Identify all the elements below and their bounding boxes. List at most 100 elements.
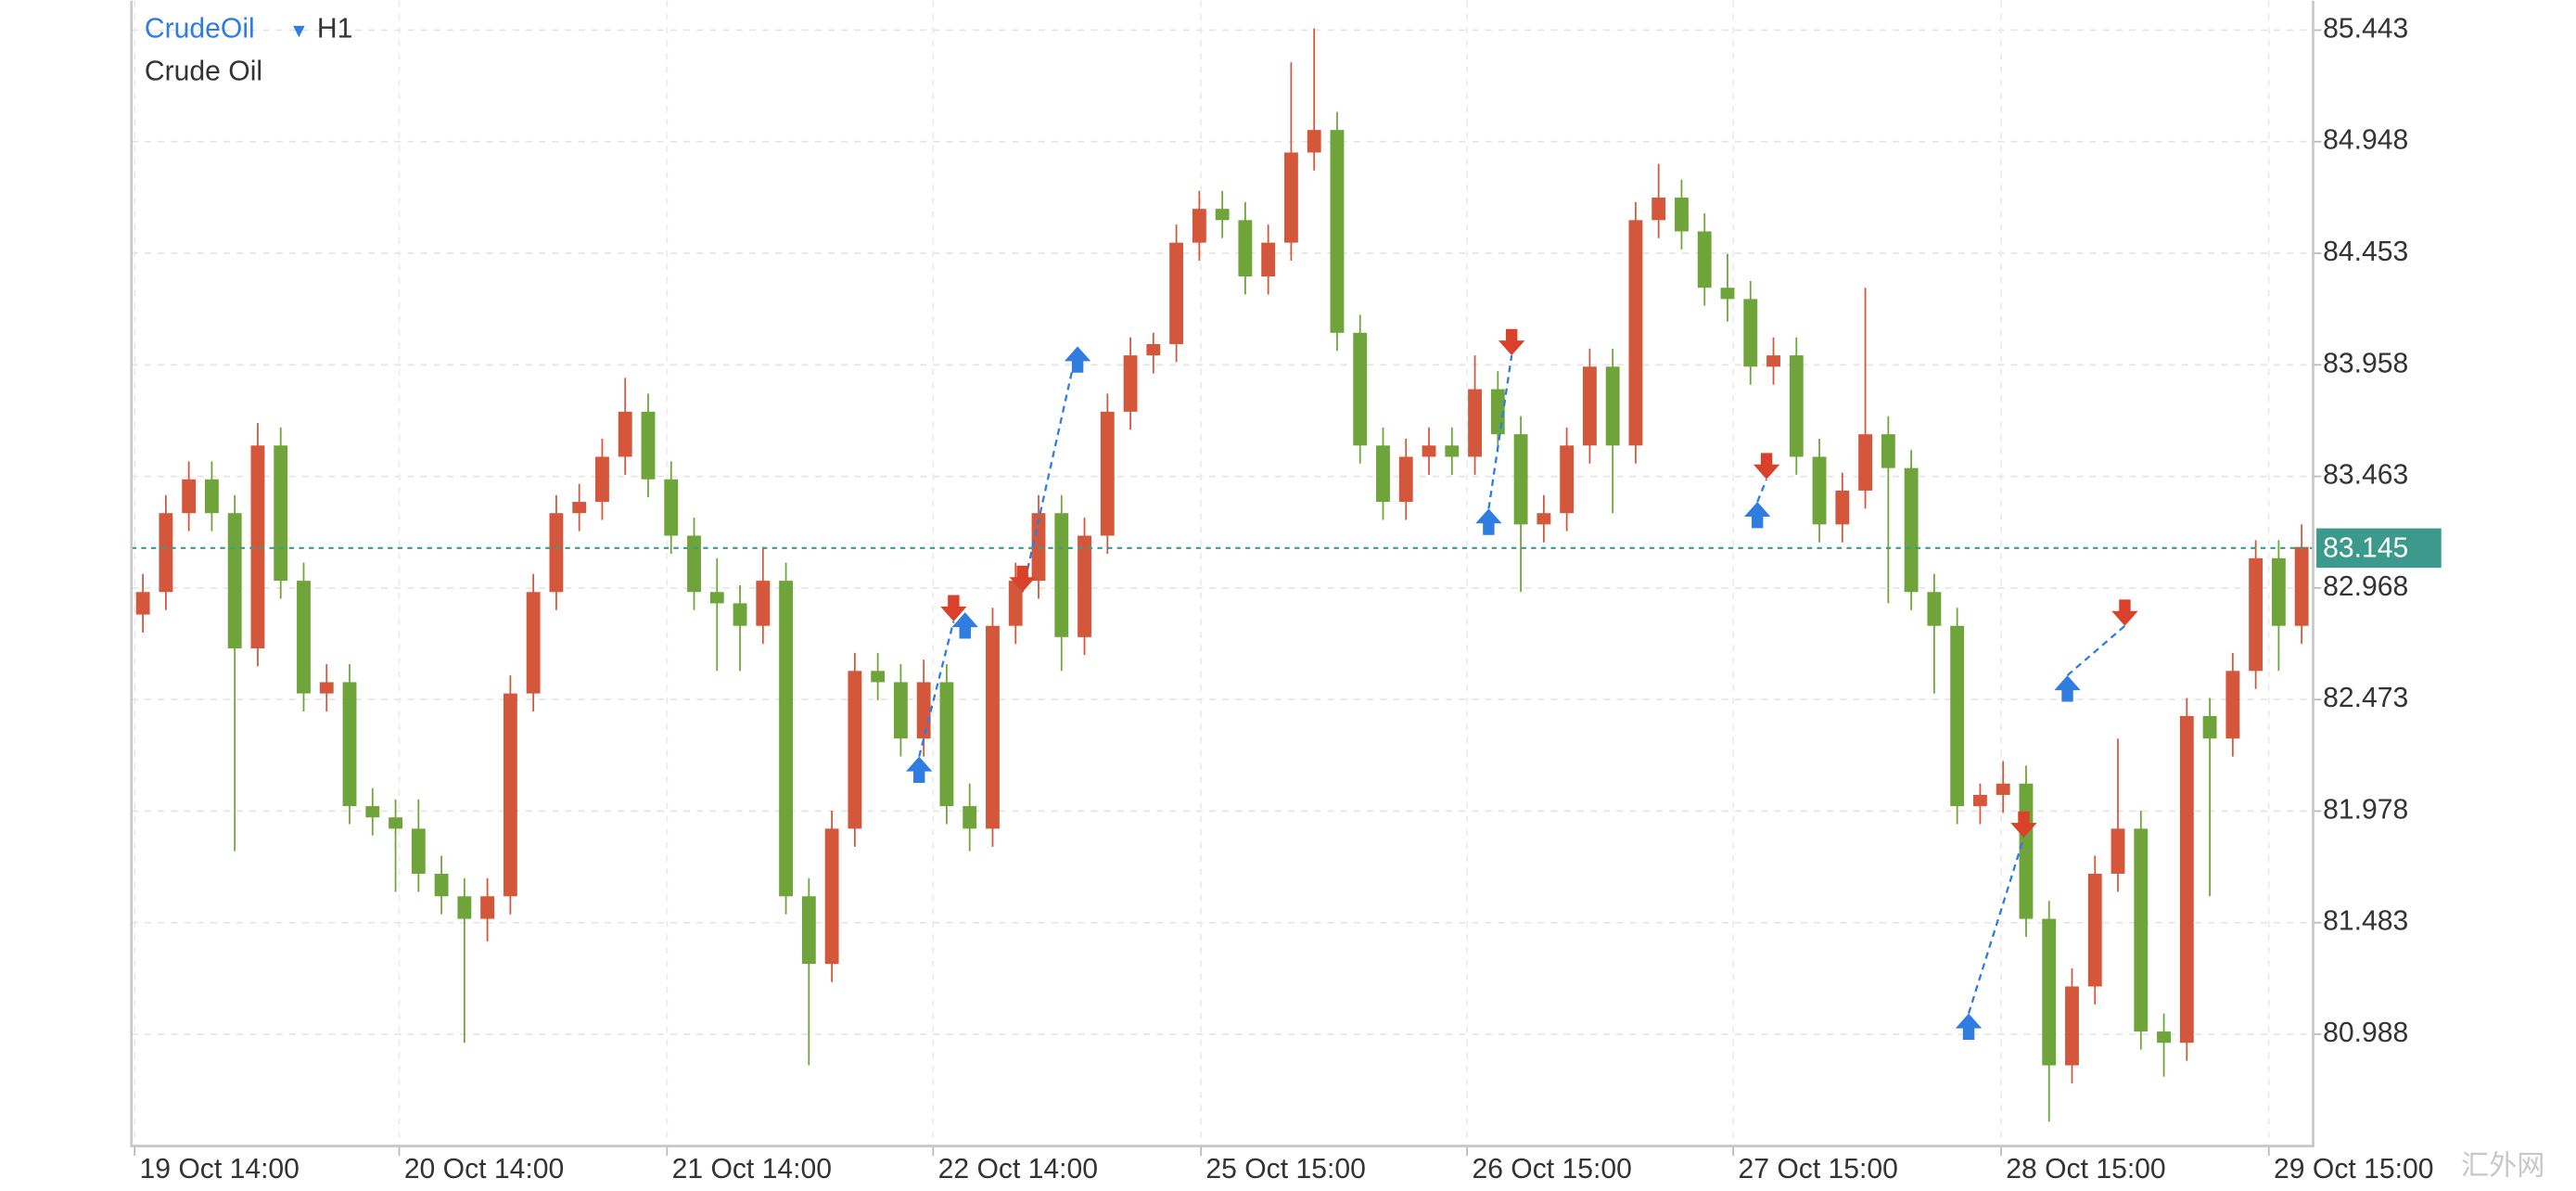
axes: 85.443 84.948 84.453 83.958 83.463 82.968 82.4… (130, 0, 2433, 1185)
candle-body (135, 592, 150, 615)
x-tick-label: 25 Oct 15:00 (1205, 1154, 1365, 1185)
x-tick-label: 20 Oct 14:00 (404, 1154, 564, 1185)
candle-body (801, 896, 816, 965)
x-tick-label: 22 Oct 14:00 (938, 1154, 1098, 1185)
candle-body (1537, 513, 1551, 525)
candle-body (274, 445, 288, 582)
y-tick-label: 85.443 (2323, 13, 2408, 44)
trade-line (918, 621, 955, 757)
dropdown[interactable]: ▼ (289, 19, 309, 42)
x-tick-label: 19 Oct 14:00 (140, 1154, 300, 1185)
candle-body (2087, 873, 2102, 987)
candle-body (1789, 355, 1804, 457)
candle-body (1881, 434, 1895, 468)
candle-body (664, 479, 679, 536)
candle-body (1008, 581, 1023, 626)
candle-body (1123, 355, 1138, 412)
last-price-box (2316, 528, 2442, 569)
candle-body (1468, 389, 1482, 457)
x-tick-label: 29 Oct 15:00 (2274, 1154, 2433, 1185)
timeframe[interactable]: H1 (317, 13, 353, 44)
candle-body (503, 693, 517, 897)
candle-body (2225, 671, 2240, 739)
grid (131, 0, 2314, 1146)
candle-body (641, 411, 656, 480)
signal-arrow (940, 595, 967, 621)
candle-body (687, 535, 701, 593)
candle-body (779, 581, 794, 897)
candle-body (159, 513, 173, 593)
candle-body (2157, 1031, 2171, 1044)
y-tick-label: 82.968 (2323, 571, 2408, 602)
candle-body (1972, 794, 1987, 807)
candle-body (1927, 592, 1942, 626)
plot-frame (130, 0, 2315, 1147)
candle-body (2042, 918, 2057, 1066)
candle-body (342, 682, 357, 807)
candle-body (572, 502, 587, 514)
x-tick-label: 21 Oct 14:00 (672, 1154, 832, 1185)
candle-body (1835, 490, 1850, 525)
candle-body (1812, 456, 1827, 525)
candle-body (1192, 209, 1206, 243)
signal-arrow (1498, 328, 1525, 356)
signal-arrow (1064, 346, 1091, 373)
candle-body (319, 682, 334, 694)
signal-arrow (1753, 453, 1780, 480)
candle-body (871, 671, 886, 683)
candle-body (824, 828, 839, 965)
signal-arrow (1955, 1013, 1983, 1040)
y-tick-label: 80.988 (2323, 1018, 2408, 1048)
signal-arrow (1744, 502, 1771, 529)
last-price-label: 83.145 (2323, 533, 2408, 564)
candle-body (1078, 535, 1091, 637)
candle-body (1261, 242, 1276, 277)
candle-body (434, 873, 449, 897)
y-tick-label: 82.473 (2323, 683, 2408, 713)
candle-body (963, 806, 977, 829)
y-tick-label: 84.948 (2323, 125, 2408, 156)
x-tick-label: 27 Oct 15:00 (1738, 1154, 1897, 1185)
candle-body (480, 896, 495, 919)
signal-arrow (1009, 565, 1036, 593)
trade-line (2066, 624, 2126, 677)
watermark: 汇外网 (2461, 1150, 2544, 1181)
candle-body (1950, 625, 1965, 807)
candle-body (411, 828, 426, 874)
candle-body (182, 479, 197, 514)
candle-body (2019, 783, 2034, 919)
y-tick-label: 81.483 (2323, 906, 2408, 937)
candle-body (1697, 231, 1712, 288)
candle-body (457, 896, 472, 919)
candle-body (2202, 715, 2217, 739)
candle-body (1307, 130, 1321, 153)
candle-body (1513, 434, 1528, 525)
symbol[interactable]: CrudeOil (145, 13, 255, 44)
candle-body (2065, 986, 2079, 1066)
x-tick-label: 26 Oct 15:00 (1472, 1154, 1631, 1185)
candle-body (756, 581, 771, 626)
candle-body (1996, 783, 2010, 795)
signal-arrow (2111, 599, 2138, 626)
candle-body (1169, 242, 1184, 344)
candle-body (1330, 130, 1345, 333)
candle-body (1720, 288, 1735, 300)
trade-line (1021, 346, 1079, 593)
candle-body (1054, 513, 1069, 637)
candle-body (1904, 467, 1919, 593)
candle-body (1353, 332, 1368, 446)
candle-body (2294, 546, 2309, 626)
candle-body (1146, 343, 1161, 356)
candle-body (2111, 828, 2125, 874)
candle-body (1398, 456, 1413, 503)
signal-arrow (2010, 811, 2037, 839)
candle-body (709, 592, 724, 604)
trade-line (1756, 479, 1768, 503)
candle-body (1215, 209, 1230, 221)
candle-body (1100, 411, 1115, 536)
y-tick-label: 84.453 (2323, 237, 2408, 267)
candle-body (2179, 715, 2194, 1044)
candle-body (549, 513, 564, 593)
signal-arrow (1475, 508, 1502, 535)
